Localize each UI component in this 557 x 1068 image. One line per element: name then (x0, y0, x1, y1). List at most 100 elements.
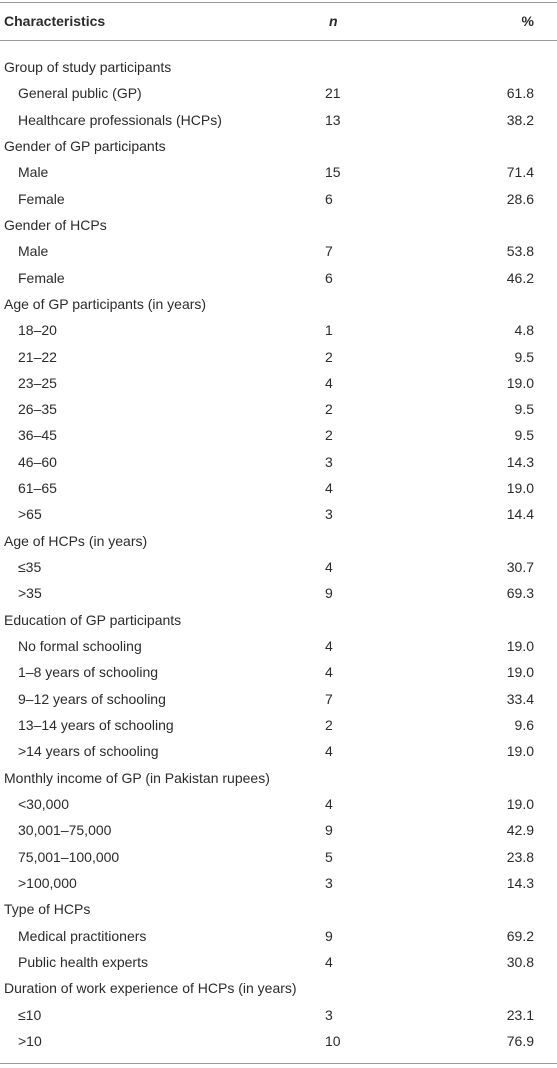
group-title: Age of GP participants (in years) (4, 295, 207, 312)
row-n: 4 (325, 664, 333, 681)
row-label: 23–25 (18, 374, 57, 391)
row-label: Female (18, 269, 65, 286)
group-title: Age of HCPs (in years) (4, 532, 148, 549)
row-n: 2 (325, 717, 333, 733)
row-label: Public health experts (18, 953, 148, 970)
row-percent: 46.2 (506, 269, 534, 286)
row-percent: 19.0 (506, 480, 534, 497)
row-n: 7 (325, 690, 333, 707)
row-n: 4 (325, 795, 333, 812)
row-label: 75,001–100,000 (18, 848, 120, 865)
row-percent: 69.3 (506, 585, 534, 602)
row-percent: 53.8 (506, 243, 534, 260)
group-title: Duration of work experience of HCPs (in … (4, 980, 297, 997)
row-percent: 4.8 (514, 322, 534, 339)
header-rule (0, 40, 557, 41)
row-n: 3 (325, 506, 333, 523)
row-n: 9 (325, 927, 333, 944)
group-title: Type of HCPs (4, 901, 91, 918)
row-n: 2 (325, 401, 333, 418)
group-title: Group of study participants (4, 59, 172, 75)
row-label: 9–12 years of schooling (18, 690, 166, 707)
row-label: No formal schooling (18, 638, 142, 655)
row-label: General public (GP) (18, 85, 142, 102)
row-percent: 14.3 (506, 453, 534, 470)
row-percent: 19.0 (506, 795, 534, 812)
row-n: 15 (325, 164, 341, 181)
row-n: 3 (325, 453, 333, 470)
row-percent: 19.0 (506, 664, 534, 681)
row-label: 30,001–75,000 (18, 822, 112, 839)
header-percent: % (521, 13, 534, 29)
row-percent: 14.4 (506, 506, 534, 523)
row-percent: 14.3 (506, 874, 534, 891)
row-n: 9 (325, 585, 333, 602)
row-n: 6 (325, 269, 333, 286)
row-n: 3 (325, 874, 333, 891)
row-n: 9 (325, 822, 333, 839)
group-title: Gender of GP participants (4, 137, 166, 154)
bottom-rule (0, 1063, 557, 1064)
row-percent: 9.5 (514, 401, 534, 418)
row-percent: 19.0 (506, 743, 534, 760)
row-percent: 69.2 (506, 927, 534, 944)
row-percent: 30.8 (506, 953, 534, 970)
row-label: 13–14 years of schooling (18, 717, 174, 733)
group-title: Monthly income of GP (in Pakistan rupees… (4, 769, 270, 786)
row-label: >100,000 (18, 874, 77, 891)
row-label: >35 (18, 585, 42, 602)
row-percent: 9.6 (514, 717, 534, 733)
row-label: Medical practitioners (18, 927, 147, 944)
row-percent: 71.4 (506, 164, 534, 181)
row-label: 46–60 (18, 453, 57, 470)
row-n: 7 (325, 243, 333, 260)
group-title: Education of GP participants (4, 611, 182, 628)
row-percent: 19.0 (506, 638, 534, 655)
row-n: 3 (325, 1006, 333, 1023)
header-characteristics: Characteristics (4, 13, 106, 29)
row-percent: 38.2 (506, 111, 534, 128)
row-label: 1–8 years of schooling (18, 664, 159, 681)
row-label: <30,000 (18, 795, 69, 812)
row-label: Male (18, 164, 49, 181)
row-label: Female (18, 190, 65, 207)
row-n: 4 (325, 638, 333, 655)
group-title: Gender of HCPs (4, 216, 107, 233)
row-label: >10 (18, 1032, 42, 1049)
top-rule (0, 2, 557, 3)
row-percent: 33.4 (506, 690, 534, 707)
row-label: 21–22 (18, 348, 57, 365)
row-label: 18–20 (18, 322, 57, 339)
row-label: 36–45 (18, 427, 57, 444)
row-n: 1 (325, 322, 333, 339)
row-n: 2 (325, 427, 333, 444)
row-label: >65 (18, 506, 42, 523)
row-label: >14 years of schooling (18, 743, 159, 760)
row-n: 4 (325, 374, 333, 391)
row-label: ≤10 (18, 1006, 42, 1023)
row-percent: 23.8 (506, 848, 534, 865)
row-n: 4 (325, 559, 333, 576)
row-n: 5 (325, 848, 333, 865)
row-n: 4 (325, 743, 333, 760)
row-n: 13 (325, 111, 341, 128)
row-percent: 19.0 (506, 374, 534, 391)
row-percent: 9.5 (514, 427, 534, 444)
row-n: 4 (325, 480, 333, 497)
row-label: ≤35 (18, 559, 42, 576)
row-n: 21 (325, 85, 341, 102)
row-percent: 61.8 (506, 85, 534, 102)
row-n: 10 (325, 1032, 341, 1049)
row-percent: 9.5 (514, 348, 534, 365)
row-percent: 42.9 (506, 822, 534, 839)
row-label: Male (18, 243, 49, 260)
header-n: n (329, 13, 338, 29)
row-label: Healthcare professionals (HCPs) (18, 111, 222, 128)
row-label: 26–35 (18, 401, 57, 418)
row-percent: 23.1 (506, 1006, 534, 1023)
row-n: 6 (325, 190, 333, 207)
row-label: 61–65 (18, 480, 57, 497)
row-n: 4 (325, 953, 333, 970)
row-percent: 30.7 (506, 559, 534, 576)
